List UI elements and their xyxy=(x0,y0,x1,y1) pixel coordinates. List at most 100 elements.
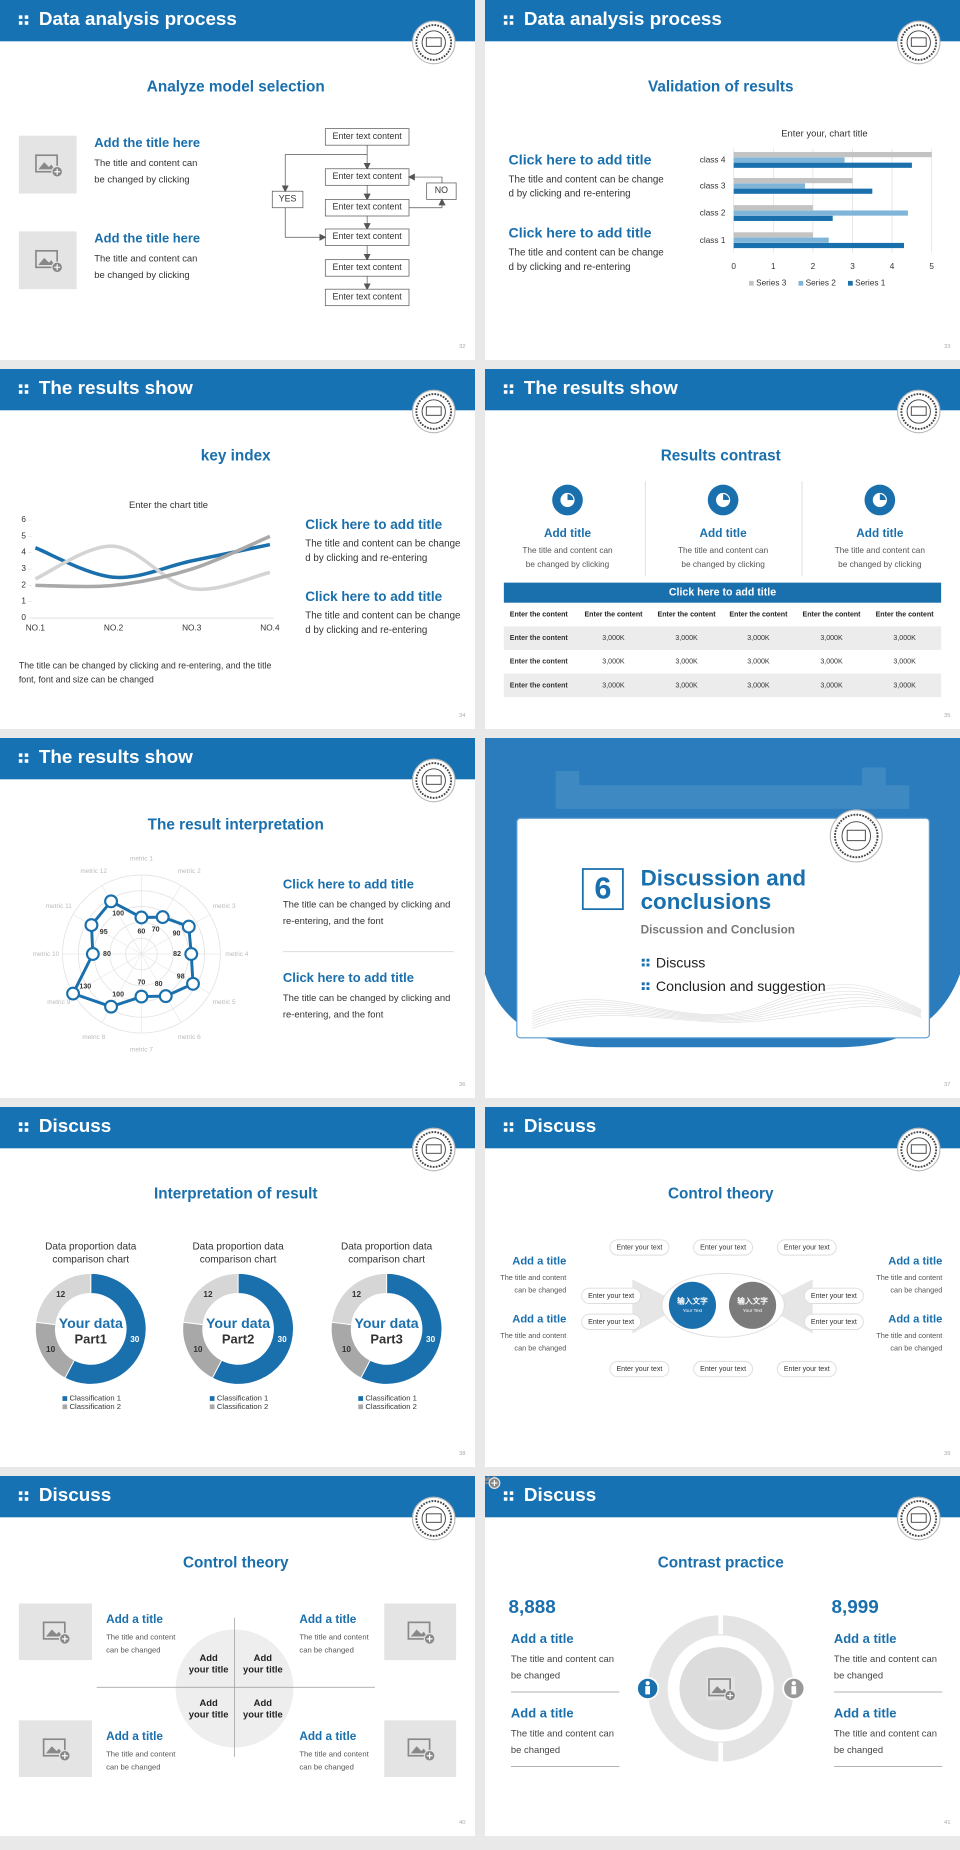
slide: Data analysis process Validation of resul… xyxy=(485,0,960,360)
image-icon xyxy=(35,154,58,173)
text-line: 5 xyxy=(929,262,934,271)
radar-point xyxy=(134,910,149,925)
text-line: your title xyxy=(189,1664,229,1675)
radar-spoke xyxy=(72,953,142,994)
text-line: The title can be changed by clicking and xyxy=(283,992,450,1003)
slide: The results show key index Enter the chart… xyxy=(0,369,475,729)
slide-title: key index xyxy=(201,447,271,464)
donut-segment xyxy=(211,1272,294,1385)
pill-text: Enter your text xyxy=(616,1244,662,1251)
logo xyxy=(896,1496,941,1541)
text-line: be changed by clicking xyxy=(526,560,610,569)
legend-label: Classification 1 xyxy=(365,1394,416,1403)
text-line: Enter your text xyxy=(811,1319,857,1326)
radar-spoke xyxy=(141,914,211,955)
text-line: metric 11 xyxy=(46,903,73,910)
text-pill xyxy=(776,1360,837,1378)
legend-label: Classification 1 xyxy=(70,1394,121,1403)
y-tick-label: class 2 xyxy=(700,209,726,218)
header-bar xyxy=(485,0,960,42)
item-text: The title and content can be change d by … xyxy=(305,538,460,563)
item-title: Click here to add title xyxy=(305,516,442,531)
text-line: Enter text content xyxy=(333,292,403,302)
radar-label: metric 10 xyxy=(33,951,60,958)
header-icon xyxy=(24,753,29,757)
slide-title: Interpretation of result xyxy=(154,1185,317,1202)
text-line: 60 xyxy=(138,929,146,936)
text-line: Enter the content xyxy=(584,611,643,618)
text-line: Your data xyxy=(355,1315,419,1331)
header-title: Discuss xyxy=(524,1115,596,1136)
flow-step: Enter text content xyxy=(333,262,403,272)
item-text: The title and content can be changed xyxy=(511,1654,614,1682)
text-line: 36 xyxy=(459,1081,466,1087)
item-text: The title and content can be changed xyxy=(106,1750,176,1772)
text-line: metric 8 xyxy=(82,1034,105,1041)
text-line: The title and content can xyxy=(511,1654,614,1665)
table-cell: 3,000K xyxy=(602,682,625,689)
image-icon xyxy=(38,257,55,265)
text-line: Add a title xyxy=(512,1256,566,1268)
item-text: The title can be changed by clicking and… xyxy=(283,992,450,1020)
text-line: can be changed xyxy=(890,1343,942,1352)
text-line: Click here to add title xyxy=(305,516,442,531)
text-line: Enter the content xyxy=(510,635,569,642)
header-bar xyxy=(0,369,475,411)
table-header: Enter the content xyxy=(584,611,643,618)
text-line: d by clicking and re-entering xyxy=(305,552,427,563)
y-tick-label: 2 xyxy=(21,581,26,590)
wave xyxy=(532,984,922,1015)
image-icon xyxy=(491,1480,498,1487)
text-line: key index xyxy=(201,447,271,464)
header-icon xyxy=(509,15,514,19)
header-icon xyxy=(503,384,508,388)
text-line: The title and content can xyxy=(522,546,613,555)
text-line: d by clicking and re-entering xyxy=(305,624,427,635)
header-icon xyxy=(24,390,29,394)
number-box xyxy=(581,868,624,911)
text-line: NO.4 xyxy=(260,624,280,633)
header-icon xyxy=(18,390,23,394)
header-bar xyxy=(485,1107,960,1149)
text-line: Add xyxy=(199,1697,218,1708)
header-title: The results show xyxy=(39,746,193,767)
header-icon xyxy=(24,21,29,25)
text-line: Interpretation of result xyxy=(154,1185,317,1202)
text-line: 3,000K xyxy=(820,635,843,642)
image-icon xyxy=(54,168,61,175)
text-line: Discussion and Conclusion xyxy=(641,923,795,936)
text-line: can be changed xyxy=(106,1763,160,1772)
logo xyxy=(411,1496,456,1541)
value-label: 90 xyxy=(173,931,181,938)
item-text: The title and content can be changed xyxy=(299,1750,369,1772)
text-line: Your Text xyxy=(683,1308,703,1313)
radar-label: metric 7 xyxy=(130,1046,153,1053)
slide-title: Analyze model selection xyxy=(147,78,325,95)
value-label: 100 xyxy=(112,991,124,998)
logo xyxy=(421,30,446,55)
radar-point xyxy=(184,947,199,961)
text-line: NO.3 xyxy=(182,624,202,633)
bar xyxy=(733,162,912,168)
text-line: 3,000K xyxy=(747,682,770,689)
text-line: Enter the chart title xyxy=(129,499,208,510)
table-cell: Enter the content xyxy=(510,635,569,642)
donut-part: Part2 xyxy=(222,1332,254,1347)
text-line: Discuss xyxy=(524,1115,596,1136)
donut-center: Your data xyxy=(206,1315,270,1331)
legend-swatch xyxy=(848,280,853,286)
bar xyxy=(733,152,932,158)
text-line: Classification 1 xyxy=(217,1394,268,1403)
slide-background xyxy=(485,0,960,360)
text-line: The title and content can be change xyxy=(305,610,460,621)
text-line: 3,000K xyxy=(747,659,770,666)
value-label: 98 xyxy=(177,974,185,981)
table-header: Enter the content xyxy=(510,611,569,618)
text-line: 3,000K xyxy=(602,682,625,689)
text-line: The title and content can xyxy=(94,253,197,264)
text-line: d by clicking and re-entering xyxy=(509,261,631,272)
text-pill xyxy=(581,1313,642,1330)
text-line: Click here to add title xyxy=(509,224,652,240)
logo xyxy=(906,1137,931,1162)
text-line: Enter the content xyxy=(729,611,788,618)
